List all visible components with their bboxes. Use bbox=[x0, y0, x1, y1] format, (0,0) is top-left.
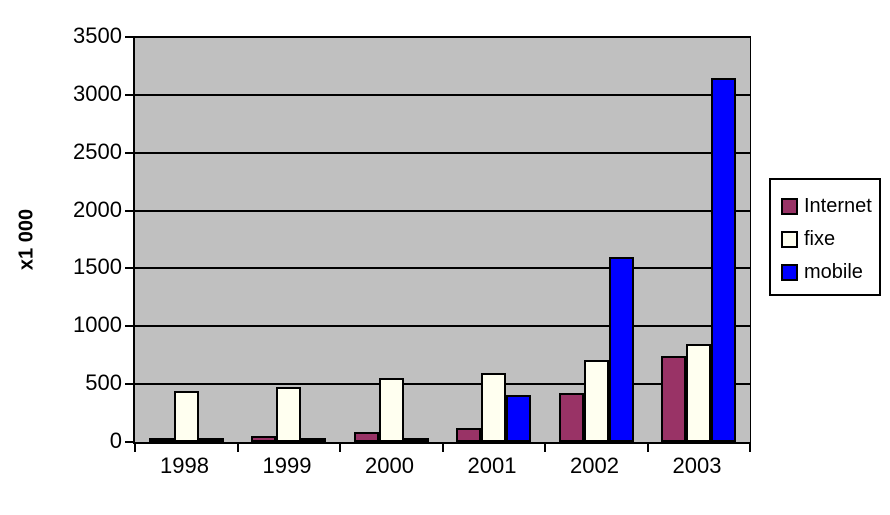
bar-internet-2000 bbox=[353, 432, 379, 442]
x-axis-label-2000: 2000 bbox=[365, 453, 414, 478]
bar-internet-2001 bbox=[456, 428, 482, 442]
y-axis-label-1000: 1000 bbox=[73, 312, 122, 338]
y-axis-label-0: 0 bbox=[109, 428, 122, 453]
x-axis-label-1999: 1999 bbox=[262, 453, 312, 478]
legend-label-internet: Internet bbox=[804, 195, 872, 217]
x-tick-6 bbox=[749, 444, 751, 452]
y-tick-2000 bbox=[125, 209, 133, 212]
y-tick-500 bbox=[125, 383, 133, 386]
y-axis-label-1500: 1500 bbox=[73, 254, 122, 280]
bar-fixe-1998 bbox=[173, 391, 199, 442]
x-tick-4 bbox=[544, 444, 546, 452]
bar-fixe-2000 bbox=[378, 378, 404, 442]
y-tick-1500 bbox=[125, 267, 133, 270]
y-axis-label-3000: 3000 bbox=[73, 80, 122, 106]
y-axis-label-500: 500 bbox=[85, 370, 122, 396]
y-axis-label-2500: 2500 bbox=[73, 138, 122, 164]
bar-mobile-2003 bbox=[711, 77, 737, 442]
gridline-500 bbox=[135, 383, 750, 386]
y-axis-label-3500: 3500 bbox=[73, 23, 122, 48]
bar-fixe-1999 bbox=[276, 387, 302, 442]
bar-fixe-2003 bbox=[686, 343, 712, 442]
x-tick-3 bbox=[441, 444, 444, 452]
x-tick-5 bbox=[646, 444, 649, 452]
bar-mobile-2002 bbox=[608, 256, 634, 442]
bar-fixe-2002 bbox=[583, 359, 609, 442]
fixe-swatch-icon bbox=[781, 231, 798, 248]
bar-mobile-1998 bbox=[198, 438, 224, 442]
x-tick-0 bbox=[134, 444, 136, 452]
legend-item-internet: Internet bbox=[781, 190, 879, 223]
legend-label-fixe: fixe bbox=[804, 228, 836, 250]
y-tick-3000 bbox=[125, 93, 133, 96]
internet-swatch-icon bbox=[781, 198, 798, 215]
bar-internet-2002 bbox=[558, 393, 584, 442]
x-axis-label-2001: 2001 bbox=[467, 453, 517, 478]
legend-label-mobile: mobile bbox=[804, 261, 863, 283]
y-tick-0 bbox=[125, 441, 133, 443]
y-axis-label-2000: 2000 bbox=[73, 196, 122, 222]
y-tick-3500 bbox=[125, 36, 133, 38]
gridline-1000 bbox=[135, 325, 750, 328]
gridline-2500 bbox=[135, 151, 750, 154]
bar-fixe-2001 bbox=[481, 372, 507, 442]
gridline-1500 bbox=[135, 267, 750, 270]
gridline-3000 bbox=[135, 93, 750, 96]
y-tick-2500 bbox=[125, 151, 133, 154]
x-tick-2 bbox=[339, 444, 341, 452]
legend: Internet fixe mobile bbox=[769, 178, 881, 296]
legend-item-mobile: mobile bbox=[781, 256, 879, 289]
plot-area bbox=[125, 36, 751, 452]
bar-internet-2003 bbox=[661, 356, 687, 442]
y-tick-1000 bbox=[125, 325, 133, 328]
mobile-swatch-icon bbox=[781, 264, 798, 281]
bar-mobile-2000 bbox=[403, 438, 429, 442]
x-axis-label-2003: 2003 bbox=[672, 453, 722, 478]
x-tick-1 bbox=[236, 444, 239, 452]
legend-item-fixe: fixe bbox=[781, 223, 879, 256]
x-axis-label-1998: 1998 bbox=[160, 453, 209, 478]
gridline-2000 bbox=[135, 209, 750, 212]
x-axis-label-2002: 2002 bbox=[570, 453, 619, 478]
bar-internet-1999 bbox=[251, 436, 277, 442]
bar-internet-1998 bbox=[148, 438, 174, 442]
gridline-3500 bbox=[135, 36, 750, 38]
bar-mobile-1999 bbox=[301, 437, 327, 442]
bar-mobile-2001 bbox=[506, 394, 532, 442]
